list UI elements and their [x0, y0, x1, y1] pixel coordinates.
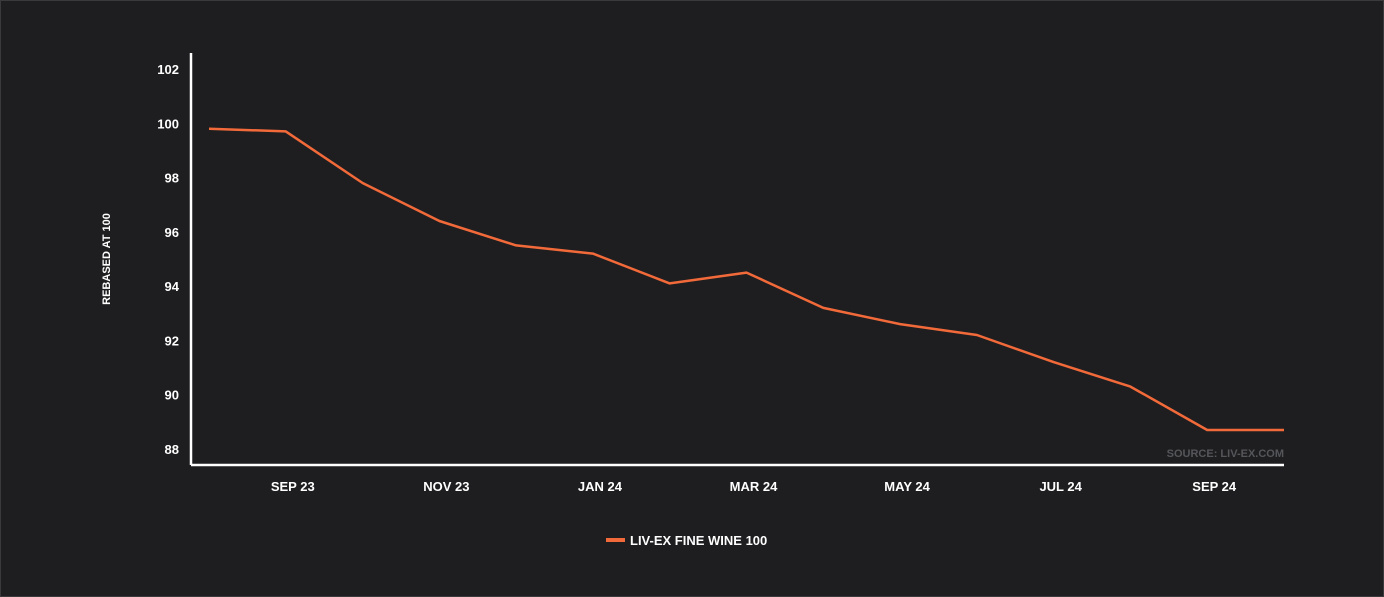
legend: LIV-EX FINE WINE 100	[606, 533, 767, 548]
x-tick-label: JUL 24	[1039, 479, 1082, 494]
y-tick-label: 100	[157, 116, 179, 131]
axes	[189, 53, 1284, 467]
x-tick-label: MAR 24	[730, 479, 778, 494]
x-tick-label: NOV 23	[423, 479, 469, 494]
x-tick-label: JAN 24	[578, 479, 623, 494]
series-lines	[208, 127, 1284, 432]
legend-label: LIV-EX FINE WINE 100	[630, 533, 767, 548]
y-axis-ticks: 102 100 98 96 94 92 90 88	[157, 62, 179, 457]
y-tick-label: 102	[157, 62, 179, 77]
y-tick-label: 88	[165, 442, 179, 457]
source-label: SOURCE: LIV-EX.COM	[1167, 448, 1284, 460]
series-line	[208, 127, 1284, 432]
y-axis-title: REBASED AT 100	[101, 213, 113, 305]
x-axis-ticks: SEP 23 NOV 23 JAN 24 MAR 24 MAY 24 JUL 24 SEP …	[271, 479, 1237, 494]
x-tick-label: MAY 24	[884, 479, 930, 494]
y-tick-label: 94	[165, 279, 180, 294]
y-tick-label: 92	[165, 333, 179, 348]
y-tick-label: 98	[165, 171, 179, 186]
x-tick-label: SEP 24	[1192, 479, 1237, 494]
y-tick-label: 96	[165, 225, 179, 240]
y-tick-label: 90	[165, 388, 179, 403]
x-tick-label: SEP 23	[271, 479, 315, 494]
